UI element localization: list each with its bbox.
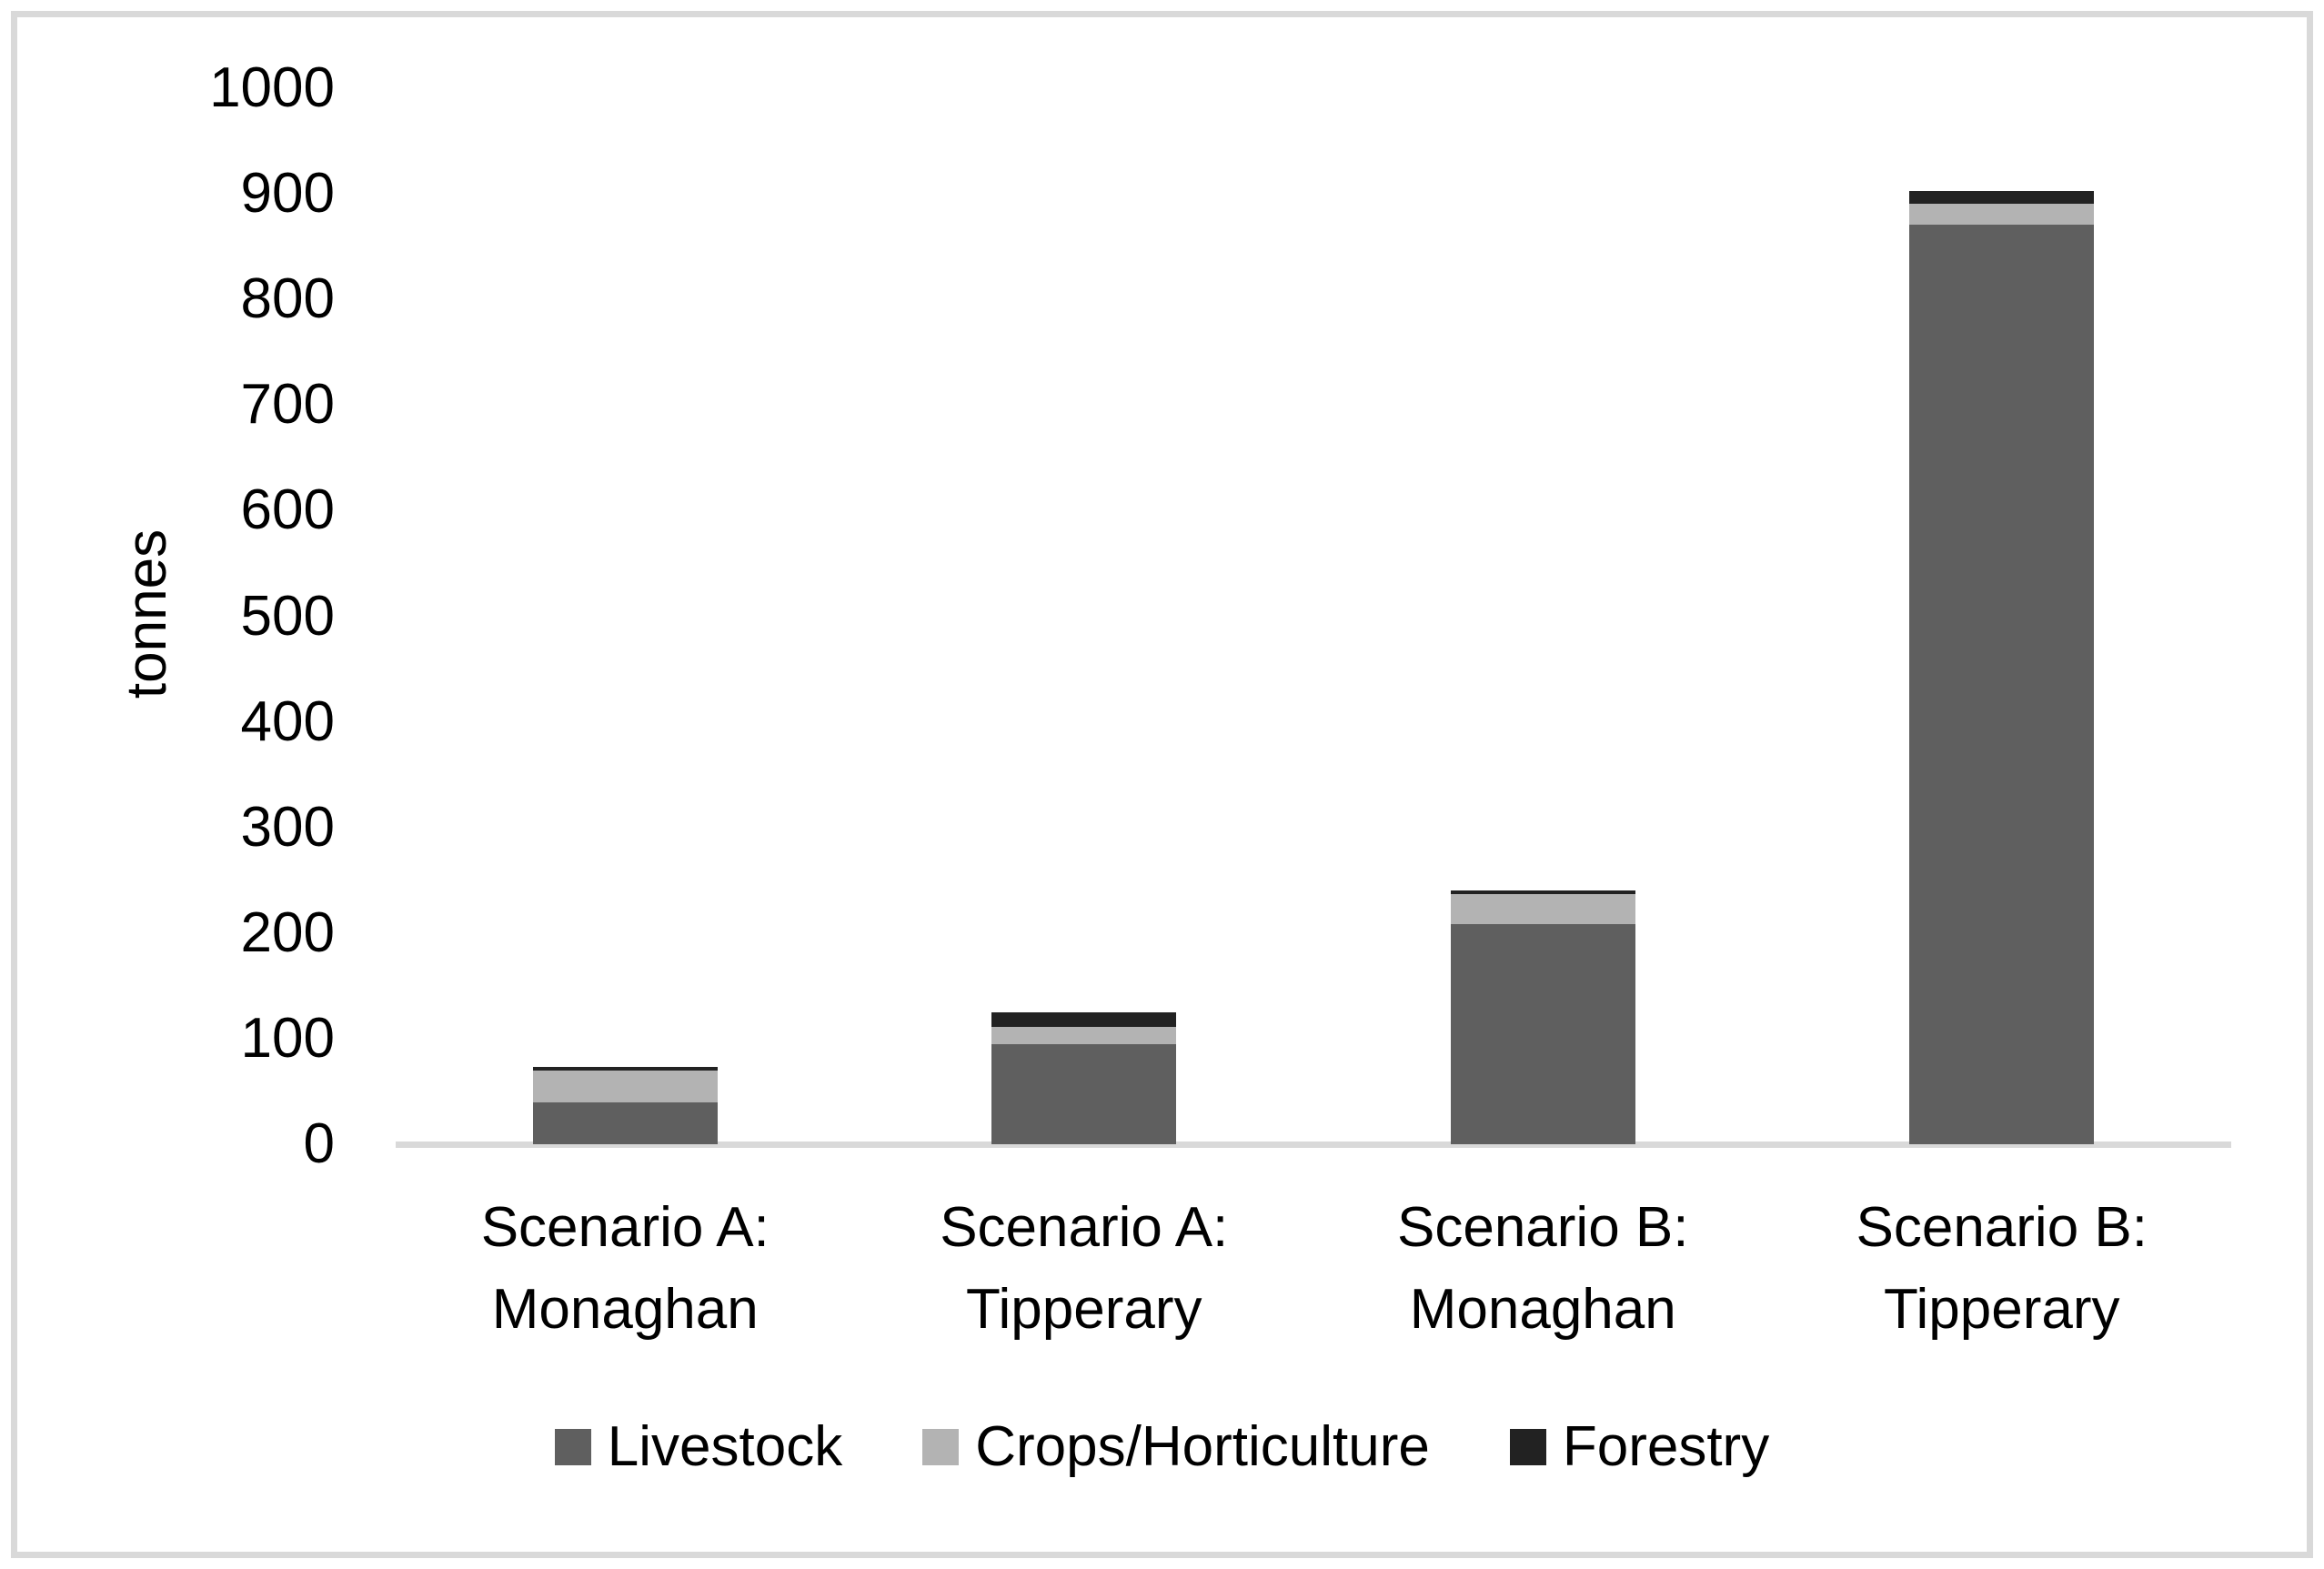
legend-label: Crops/Horticulture — [975, 1415, 1430, 1478]
y-tick-label: 300 — [240, 795, 335, 859]
bar-segment-forestry — [1909, 190, 2095, 204]
bar-segment-livestock — [532, 1101, 718, 1144]
y-tick-label: 100 — [240, 1006, 335, 1070]
legend-swatch-livestock — [554, 1429, 591, 1465]
legend-swatch-forestry — [1509, 1429, 1546, 1465]
bar-segment-crops-horticulture — [532, 1070, 718, 1102]
bar-segment-forestry — [532, 1067, 718, 1071]
bar-scenario-b-monaghan — [1450, 890, 1635, 1144]
category-label-line2: Monaghan — [491, 1278, 759, 1341]
legend-swatch-crops-horticulture — [922, 1429, 960, 1465]
category-label-line1: Scenario A: — [940, 1196, 1229, 1259]
category-label-line2: Monaghan — [1409, 1278, 1676, 1341]
legend-item-livestock: Livestock — [554, 1415, 843, 1479]
bar-segment-forestry — [991, 1011, 1177, 1028]
y-tick-label: 600 — [240, 478, 335, 542]
legend-label: Livestock — [607, 1415, 843, 1478]
bar-segment-livestock — [991, 1043, 1177, 1144]
bar-segment-forestry — [1450, 890, 1635, 894]
bar-segment-livestock — [1450, 924, 1635, 1144]
bar-segment-crops-horticulture — [991, 1027, 1177, 1044]
bar-scenario-a-tipperary — [991, 1011, 1177, 1144]
x-axis-label-scenario-a-tipperary: Scenario A: Tipperary — [848, 1187, 1321, 1351]
y-tick-label: 800 — [240, 267, 335, 331]
category-label-line2: Tipperary — [965, 1278, 1202, 1341]
bar-segment-crops-horticulture — [1909, 203, 2095, 225]
y-tick-label: 700 — [240, 373, 335, 437]
category-label-line1: Scenario B: — [1856, 1196, 2148, 1259]
y-tick-label: 900 — [240, 162, 335, 226]
y-tick-label: 200 — [240, 900, 335, 964]
y-tick-label: 0 — [303, 1112, 335, 1175]
bar-scenario-b-tipperary — [1909, 190, 2095, 1144]
chart-border-frame — [11, 11, 2313, 1558]
category-label-line1: Scenario A: — [480, 1196, 770, 1259]
y-tick-label: 400 — [240, 689, 335, 753]
bar-scenario-a-monaghan — [532, 1067, 718, 1144]
legend-item-forestry: Forestry — [1509, 1415, 1770, 1479]
category-label-line2: Tipperary — [1883, 1278, 2120, 1341]
legend-label: Forestry — [1562, 1415, 1770, 1478]
bar-segment-livestock — [1909, 224, 2095, 1144]
x-axis-label-scenario-b-tipperary: Scenario B: Tipperary — [1766, 1187, 2238, 1351]
x-axis-label-scenario-b-monaghan: Scenario B: Monaghan — [1306, 1187, 1779, 1351]
y-tick-label: 500 — [240, 584, 335, 648]
category-label-line1: Scenario B: — [1396, 1196, 1689, 1259]
x-axis-line — [396, 1142, 2231, 1148]
x-axis-label-scenario-a-monaghan: Scenario A: Monaghan — [388, 1187, 861, 1351]
legend: Livestock Crops/Horticulture Forestry — [0, 1415, 2324, 1479]
legend-item-crops-horticulture: Crops/Horticulture — [922, 1415, 1430, 1479]
bar-segment-crops-horticulture — [1450, 893, 1635, 925]
y-tick-label: 1000 — [209, 56, 335, 119]
